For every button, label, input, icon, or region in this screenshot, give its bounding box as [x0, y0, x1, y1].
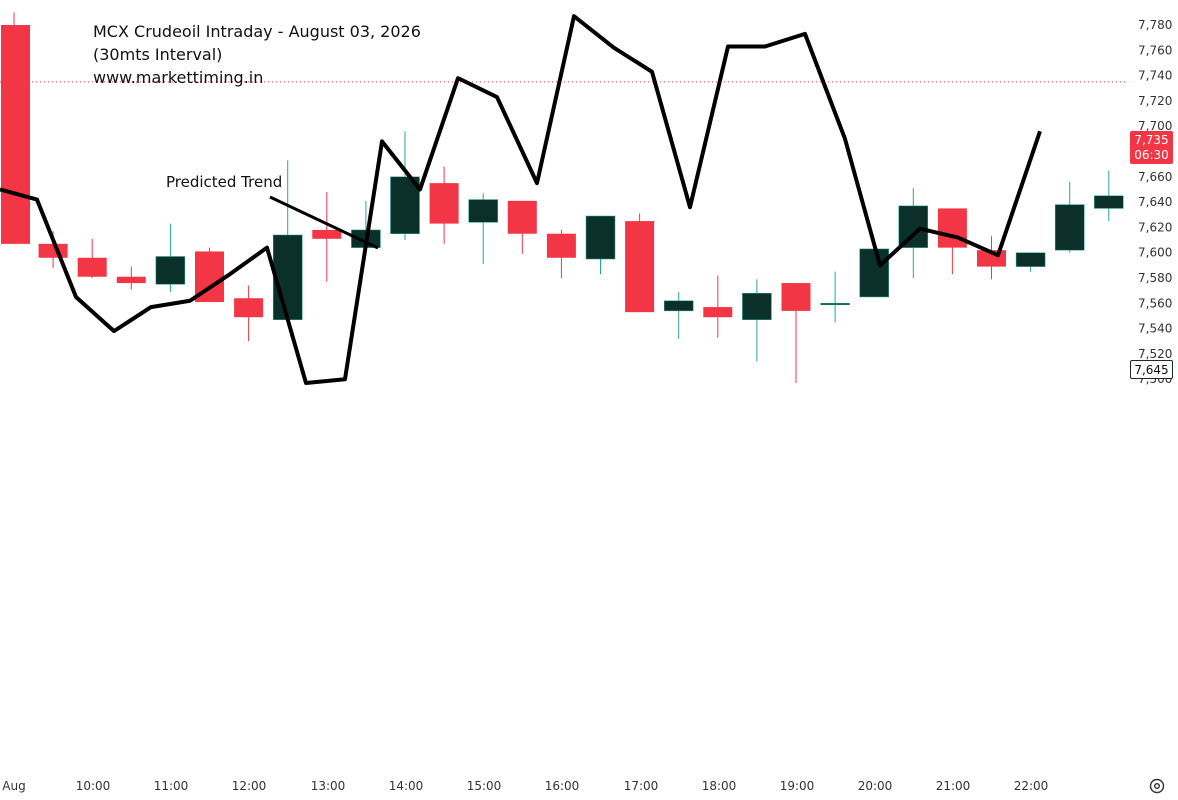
y-tick-label: 7,640 [1138, 195, 1172, 209]
y-tick-label: 7,740 [1138, 69, 1172, 83]
candle-body [703, 307, 733, 318]
y-tick-label: 7,560 [1138, 296, 1172, 310]
y-tick-label: 7,720 [1138, 94, 1172, 108]
gear-icon[interactable] [1148, 777, 1166, 795]
x-tick-label: 16:00 [545, 779, 580, 793]
chart-website: www.markettiming.in [93, 68, 264, 87]
candle-body [585, 215, 616, 260]
x-tick-label: 21:00 [936, 779, 971, 793]
candle-body [781, 283, 811, 311]
y-tick-label: 7,660 [1138, 170, 1172, 184]
candle-body [507, 200, 537, 234]
candle-body [859, 248, 889, 298]
x-tick-label: 13:00 [311, 779, 346, 793]
candle-body [742, 292, 772, 320]
candle-body [625, 221, 655, 313]
annotation-pointer [269, 195, 379, 250]
candle-body [898, 205, 929, 248]
chart-subtitle: (30mts Interval) [93, 45, 223, 64]
predicted-trend-line [0, 14, 1042, 385]
candle-body [1094, 195, 1124, 209]
candle-body [272, 234, 303, 320]
y-tick-label: 7,540 [1138, 322, 1172, 336]
predicted-trend-label: Predicted Trend [166, 173, 283, 191]
y-tick-label: 7,760 [1138, 43, 1172, 57]
chart-title-block: MCX Crudeoil Intraday - August 03, 2026 … [93, 20, 421, 89]
x-tick-label: 11:00 [154, 779, 189, 793]
candle-body [1054, 204, 1085, 251]
price-line-time: 06:30 [1134, 148, 1169, 162]
candle-body [234, 298, 264, 318]
price-line-badge: 7,735 06:30 [1130, 131, 1173, 164]
candle-body [77, 257, 107, 277]
y-tick-label: 7,700 [1138, 119, 1172, 133]
candle-body [116, 276, 146, 284]
x-tick-label: 15:00 [467, 779, 502, 793]
y-tick-label: 7,580 [1138, 271, 1172, 285]
x-tick-label: 12:00 [232, 779, 267, 793]
y-tick-label: 7,600 [1138, 246, 1172, 260]
candle-body [663, 300, 694, 312]
candle-body [155, 256, 186, 285]
chart-title: MCX Crudeoil Intraday - August 03, 2026 [93, 22, 421, 41]
x-tick-label: 14:00 [389, 779, 424, 793]
candle-body [312, 229, 342, 239]
y-tick-label: 7,780 [1138, 18, 1172, 32]
candle-body [429, 183, 459, 224]
candle-body [38, 243, 68, 258]
x-tick-label: 18:00 [702, 779, 737, 793]
candle-body [468, 199, 498, 223]
y-tick-label: 7,520 [1138, 347, 1172, 361]
x-tick-label: 10:00 [76, 779, 111, 793]
candle-body [1, 25, 30, 244]
x-tick-label: 20:00 [858, 779, 893, 793]
last-price-badge: 7,645 [1130, 360, 1173, 379]
x-tick-label: 22:00 [1014, 779, 1049, 793]
x-tick-label: Aug [2, 779, 25, 793]
candle-body [820, 303, 850, 306]
candle-body [390, 176, 420, 234]
candle-body [546, 233, 576, 258]
x-tick-label: 17:00 [624, 779, 659, 793]
price-line-value: 7,735 [1134, 133, 1169, 147]
candle-body [1015, 252, 1046, 267]
x-tick-label: 19:00 [780, 779, 815, 793]
candle-body [937, 208, 967, 248]
y-tick-label: 7,620 [1138, 220, 1172, 234]
